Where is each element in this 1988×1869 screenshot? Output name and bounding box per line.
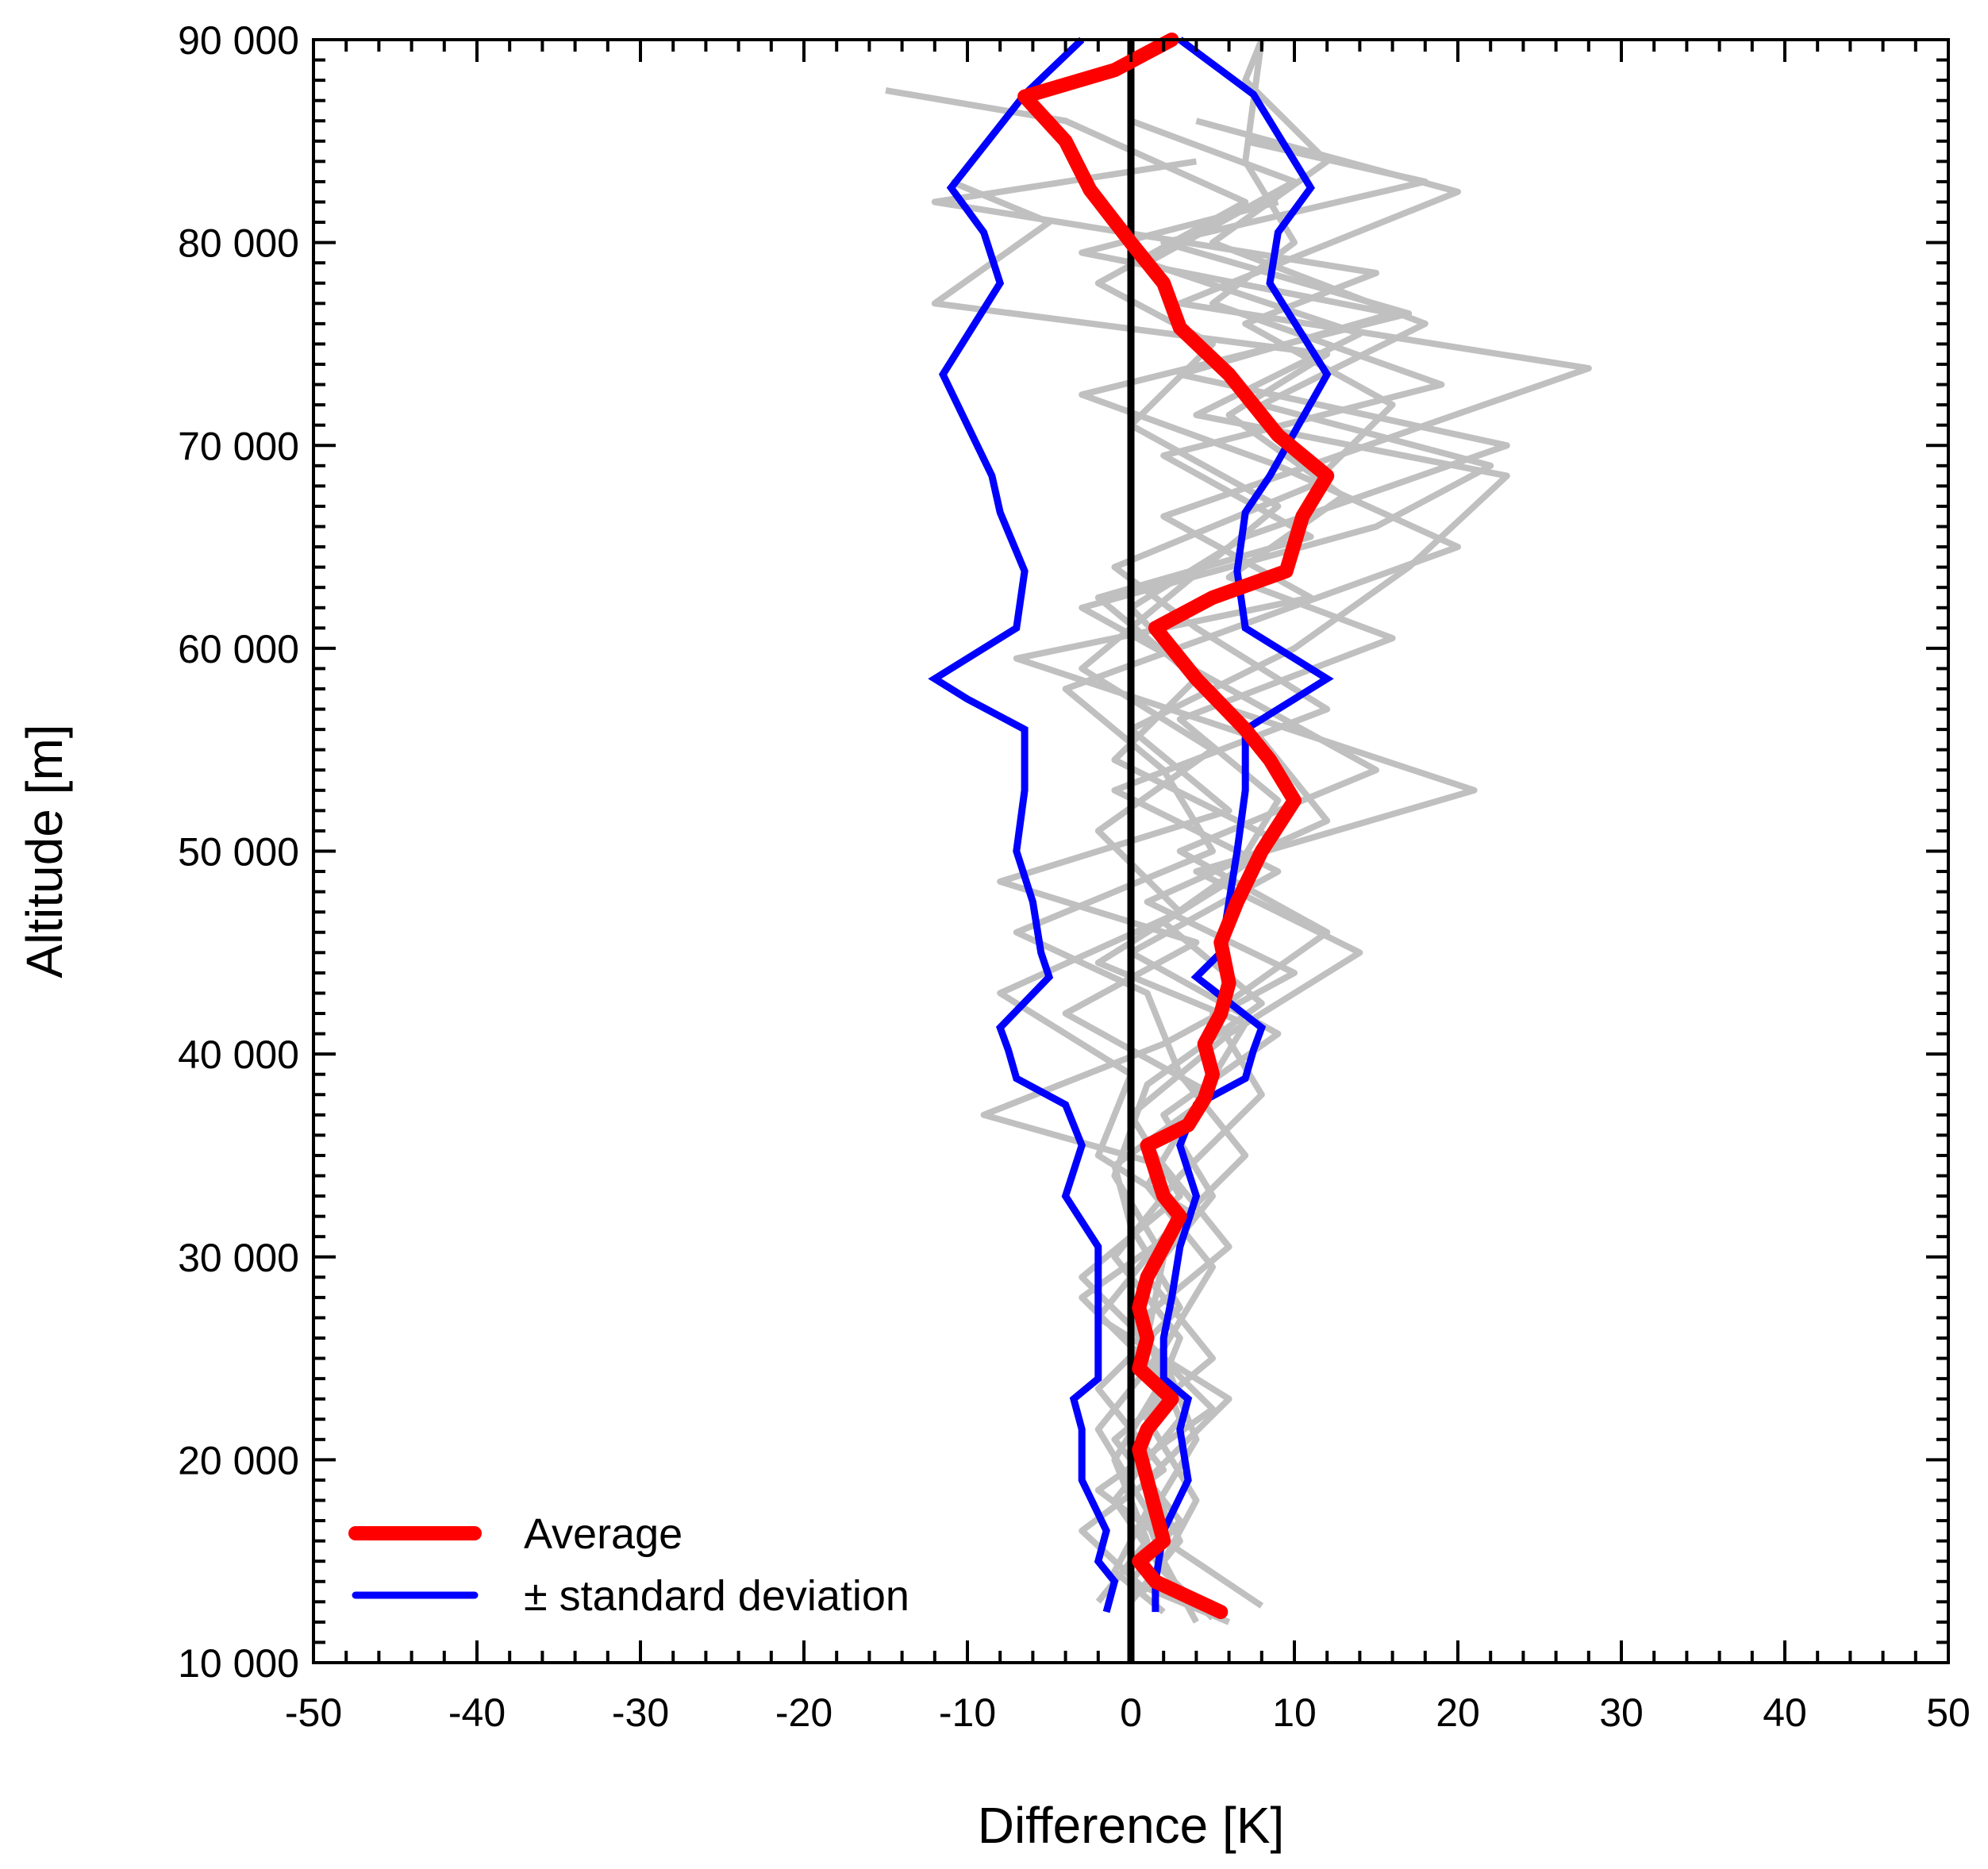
y-tick-label: 80 000: [178, 221, 299, 266]
x-tick-label: 10: [1272, 1690, 1317, 1735]
x-tick-label: -40: [448, 1690, 506, 1735]
individual-profile-line: [997, 117, 1510, 1594]
x-tick-label: 20: [1436, 1690, 1480, 1735]
y-tick-label: 70 000: [178, 424, 299, 468]
y-tick-label: 10 000: [178, 1641, 299, 1686]
x-tick-label: 50: [1926, 1690, 1971, 1735]
y-tick-label: 60 000: [178, 627, 299, 671]
axis-ticks: [312, 38, 1950, 1664]
y-tick-label: 40 000: [178, 1033, 299, 1077]
x-tick-label: -30: [612, 1690, 669, 1735]
y-tick-label: 50 000: [178, 830, 299, 875]
legend-label-std: ± standard deviation: [524, 1572, 909, 1620]
legend: Average ± standard deviation: [348, 1510, 909, 1620]
x-tick-label: 40: [1763, 1690, 1807, 1735]
y-tick-label: 20 000: [178, 1438, 299, 1483]
y-tick-label: 30 000: [178, 1236, 299, 1280]
x-tick-label: 30: [1599, 1690, 1644, 1735]
y-tick-label: 90 000: [178, 18, 299, 63]
average-line: [1017, 33, 1335, 1620]
x-tick-label: -50: [285, 1690, 342, 1735]
x-tick-label: 0: [1120, 1690, 1142, 1735]
plot-lines: [885, 33, 1592, 1663]
tick-labels: -50 -40 -30 -20 -10 0 10 20 30 40 50 10 000 20 000 30…: [178, 18, 1971, 1735]
x-tick-label: -10: [939, 1690, 996, 1735]
x-axis-title: Difference [K]: [978, 1797, 1285, 1854]
x-tick-label: -20: [775, 1690, 832, 1735]
std-plus-line: [1152, 37, 1334, 1613]
legend-label-average: Average: [524, 1510, 683, 1558]
individual-profile-line: [885, 87, 1282, 1604]
std-minus-line: [928, 37, 1119, 1613]
y-axis-title: Altitude [m]: [16, 724, 73, 978]
